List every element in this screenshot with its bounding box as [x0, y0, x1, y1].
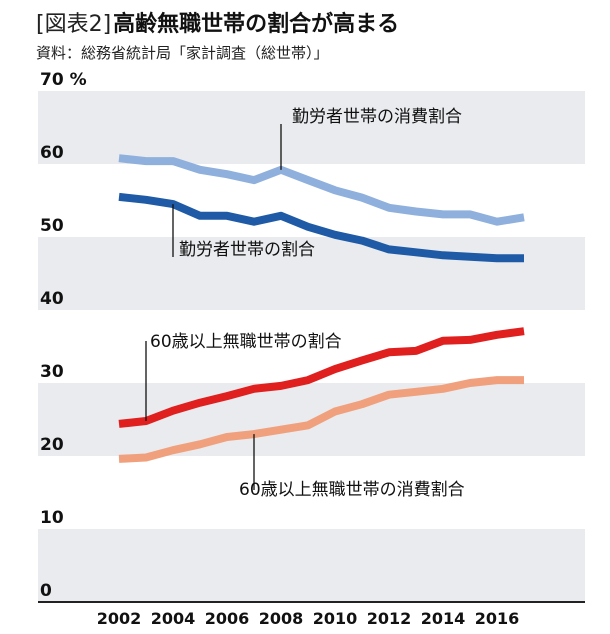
x-tick-label: 2012	[367, 609, 412, 628]
y-tick-label: 70 %	[40, 70, 87, 90]
grid-band	[38, 237, 585, 310]
x-tick-label: 2008	[259, 609, 304, 628]
series-line-retired-share	[118, 327, 525, 428]
series-line-retired-consumption	[118, 376, 524, 463]
x-tick-label: 2016	[475, 609, 520, 628]
source-note: 資料：総務省統計局「家計調査（総世帯）」	[36, 44, 329, 62]
series-label: 勤労者世帯の割合	[179, 240, 315, 260]
x-tick-label: 2010	[313, 609, 358, 628]
grid-band	[38, 529, 585, 602]
y-tick-label: 20	[40, 435, 64, 455]
y-tick-label: 0	[40, 581, 52, 601]
y-tick-label: 50	[40, 216, 64, 236]
series-line-worker-consumption	[118, 154, 525, 226]
grid-band	[38, 91, 585, 164]
x-tick-label: 2014	[421, 609, 466, 628]
y-tick-label: 40	[40, 289, 64, 309]
title-row: [図表2]高齢無職世帯の割合が高まる	[36, 6, 399, 40]
series-label: 勤労者世帯の消費割合	[292, 107, 462, 127]
chart-title: 高齢無職世帯の割合が高まる	[113, 12, 400, 37]
y-tick-label: 30	[40, 362, 64, 382]
x-tick-label: 2006	[205, 609, 250, 628]
series-label: 60歳以上無職世帯の割合	[150, 332, 342, 352]
series-label: 60歳以上無職世帯の消費割合	[239, 480, 465, 500]
series-line-worker-share	[118, 192, 524, 263]
x-tick-label: 2002	[97, 609, 142, 628]
y-tick-label: 10	[40, 508, 64, 528]
y-tick-label: 60	[40, 143, 64, 163]
x-tick-label: 2004	[151, 609, 196, 628]
figure-label: [図表2]	[36, 12, 112, 37]
